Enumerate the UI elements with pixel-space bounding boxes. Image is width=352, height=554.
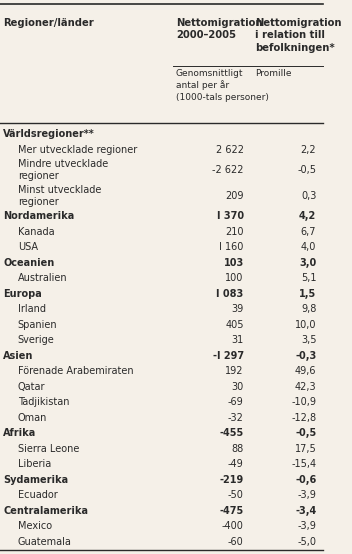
Text: 30: 30 bbox=[232, 382, 244, 392]
Text: 2 622: 2 622 bbox=[216, 145, 244, 155]
Text: -219: -219 bbox=[219, 475, 244, 485]
Text: Guatemala: Guatemala bbox=[18, 537, 71, 547]
Text: Asien: Asien bbox=[3, 351, 33, 361]
Text: 3,0: 3,0 bbox=[299, 258, 316, 268]
Text: 10,0: 10,0 bbox=[295, 320, 316, 330]
Text: Qatar: Qatar bbox=[18, 382, 45, 392]
Text: I 160: I 160 bbox=[219, 242, 244, 252]
Text: 103: 103 bbox=[224, 258, 244, 268]
Text: Sydamerika: Sydamerika bbox=[3, 475, 68, 485]
Text: -0,5: -0,5 bbox=[295, 428, 316, 438]
Text: USA: USA bbox=[18, 242, 38, 252]
Text: 42,3: 42,3 bbox=[295, 382, 316, 392]
Text: Oceanien: Oceanien bbox=[3, 258, 55, 268]
Text: -455: -455 bbox=[219, 428, 244, 438]
Text: Irland: Irland bbox=[18, 304, 46, 314]
Text: Europa: Europa bbox=[3, 289, 42, 299]
Text: 3,5: 3,5 bbox=[301, 335, 316, 345]
Text: Promille: Promille bbox=[255, 69, 291, 78]
Text: -10,9: -10,9 bbox=[291, 397, 316, 407]
Text: Nettomigration
2000–2005: Nettomigration 2000–2005 bbox=[176, 18, 263, 40]
Text: -2 622: -2 622 bbox=[212, 165, 244, 175]
Text: Sverige: Sverige bbox=[18, 335, 55, 345]
Text: -12,8: -12,8 bbox=[291, 413, 316, 423]
Text: Nordamerika: Nordamerika bbox=[3, 211, 75, 221]
Text: 5,1: 5,1 bbox=[301, 273, 316, 283]
Text: Centralamerika: Centralamerika bbox=[3, 506, 88, 516]
Text: Nettomigration
i relation till
befolkningen*: Nettomigration i relation till befolknin… bbox=[255, 18, 341, 53]
Text: -0,6: -0,6 bbox=[295, 475, 316, 485]
Text: -0,3: -0,3 bbox=[295, 351, 316, 361]
Text: 4,2: 4,2 bbox=[299, 211, 316, 221]
Text: Regioner/länder: Regioner/länder bbox=[3, 18, 94, 28]
Text: 39: 39 bbox=[232, 304, 244, 314]
Text: 9,8: 9,8 bbox=[301, 304, 316, 314]
Text: 100: 100 bbox=[225, 273, 244, 283]
Text: -3,4: -3,4 bbox=[295, 506, 316, 516]
Text: Förenade Arabemiraten: Förenade Arabemiraten bbox=[18, 366, 133, 376]
Text: 209: 209 bbox=[225, 191, 244, 201]
Text: Världsregioner**: Världsregioner** bbox=[3, 129, 95, 139]
Text: 405: 405 bbox=[225, 320, 244, 330]
Text: Tadjikistan: Tadjikistan bbox=[18, 397, 69, 407]
Text: I 083: I 083 bbox=[216, 289, 244, 299]
Text: Spanien: Spanien bbox=[18, 320, 57, 330]
Text: Ecuador: Ecuador bbox=[18, 490, 57, 500]
Text: -I 297: -I 297 bbox=[213, 351, 244, 361]
Text: Kanada: Kanada bbox=[18, 227, 54, 237]
Text: Afrika: Afrika bbox=[3, 428, 37, 438]
Text: -5,0: -5,0 bbox=[297, 537, 316, 547]
Text: -0,5: -0,5 bbox=[297, 165, 316, 175]
Text: I 370: I 370 bbox=[216, 211, 244, 221]
Text: Mer utvecklade regioner: Mer utvecklade regioner bbox=[18, 145, 137, 155]
Text: -3,9: -3,9 bbox=[297, 521, 316, 531]
Text: Australien: Australien bbox=[18, 273, 67, 283]
Text: 17,5: 17,5 bbox=[295, 444, 316, 454]
Text: Mexico: Mexico bbox=[18, 521, 52, 531]
Text: Genomsnittligt
antal per år
(1000-tals personer): Genomsnittligt antal per år (1000-tals p… bbox=[176, 69, 269, 101]
Text: 4,0: 4,0 bbox=[301, 242, 316, 252]
Text: -49: -49 bbox=[228, 459, 244, 469]
Text: 2,2: 2,2 bbox=[301, 145, 316, 155]
Text: 88: 88 bbox=[232, 444, 244, 454]
Text: Oman: Oman bbox=[18, 413, 47, 423]
Text: -32: -32 bbox=[228, 413, 244, 423]
Text: 210: 210 bbox=[225, 227, 244, 237]
Text: 1,5: 1,5 bbox=[299, 289, 316, 299]
Text: Minst utvecklade
regioner: Minst utvecklade regioner bbox=[18, 184, 101, 207]
Text: 49,6: 49,6 bbox=[295, 366, 316, 376]
Text: -15,4: -15,4 bbox=[291, 459, 316, 469]
Text: -60: -60 bbox=[228, 537, 244, 547]
Text: Mindre utvecklade
regioner: Mindre utvecklade regioner bbox=[18, 159, 108, 181]
Text: -400: -400 bbox=[222, 521, 244, 531]
Text: 31: 31 bbox=[232, 335, 244, 345]
Text: Liberia: Liberia bbox=[18, 459, 51, 469]
Text: -475: -475 bbox=[219, 506, 244, 516]
Text: 192: 192 bbox=[225, 366, 244, 376]
Text: -3,9: -3,9 bbox=[297, 490, 316, 500]
Text: 0,3: 0,3 bbox=[301, 191, 316, 201]
Text: Sierra Leone: Sierra Leone bbox=[18, 444, 79, 454]
Text: -69: -69 bbox=[228, 397, 244, 407]
Text: 6,7: 6,7 bbox=[301, 227, 316, 237]
Text: -50: -50 bbox=[228, 490, 244, 500]
